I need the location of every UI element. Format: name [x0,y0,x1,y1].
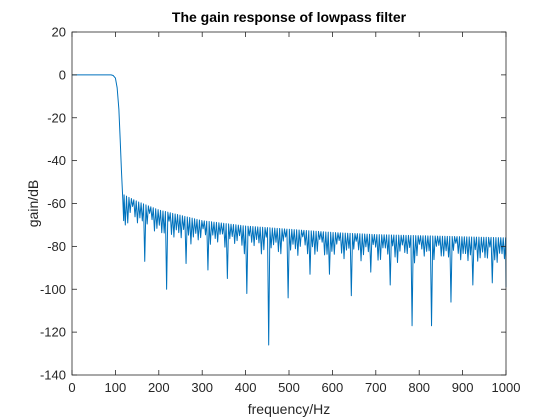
chart-title: The gain response of lowpass filter [172,9,407,25]
x-tick-label: 900 [452,380,474,395]
x-tick-label: 200 [148,380,170,395]
x-tick-label: 600 [322,380,344,395]
gain-response-line [72,74,507,346]
y-axis-label: gain/dB [25,180,41,227]
x-tick-label: 800 [408,380,430,395]
x-tick-label: 500 [278,380,300,395]
y-tick-label: -60 [47,196,66,211]
y-tick-label: 20 [52,25,66,40]
x-tick-label: 700 [365,380,387,395]
x-tick-label: 0 [68,380,75,395]
x-tick-label: 300 [191,380,213,395]
y-tick-label: -100 [40,282,66,297]
y-tick-label: -140 [40,368,66,383]
y-tick-label: -80 [47,239,66,254]
x-axis-label: frequency/Hz [248,401,330,417]
plot-area [72,32,506,375]
y-tick-label: -40 [47,153,66,168]
y-tick-label: 0 [59,67,66,82]
x-tick-label: 400 [235,380,257,395]
y-tick-label: -120 [40,325,66,340]
y-tick-label: -20 [47,110,66,125]
x-tick-label: 1000 [492,380,521,395]
x-tick-label: 100 [105,380,127,395]
